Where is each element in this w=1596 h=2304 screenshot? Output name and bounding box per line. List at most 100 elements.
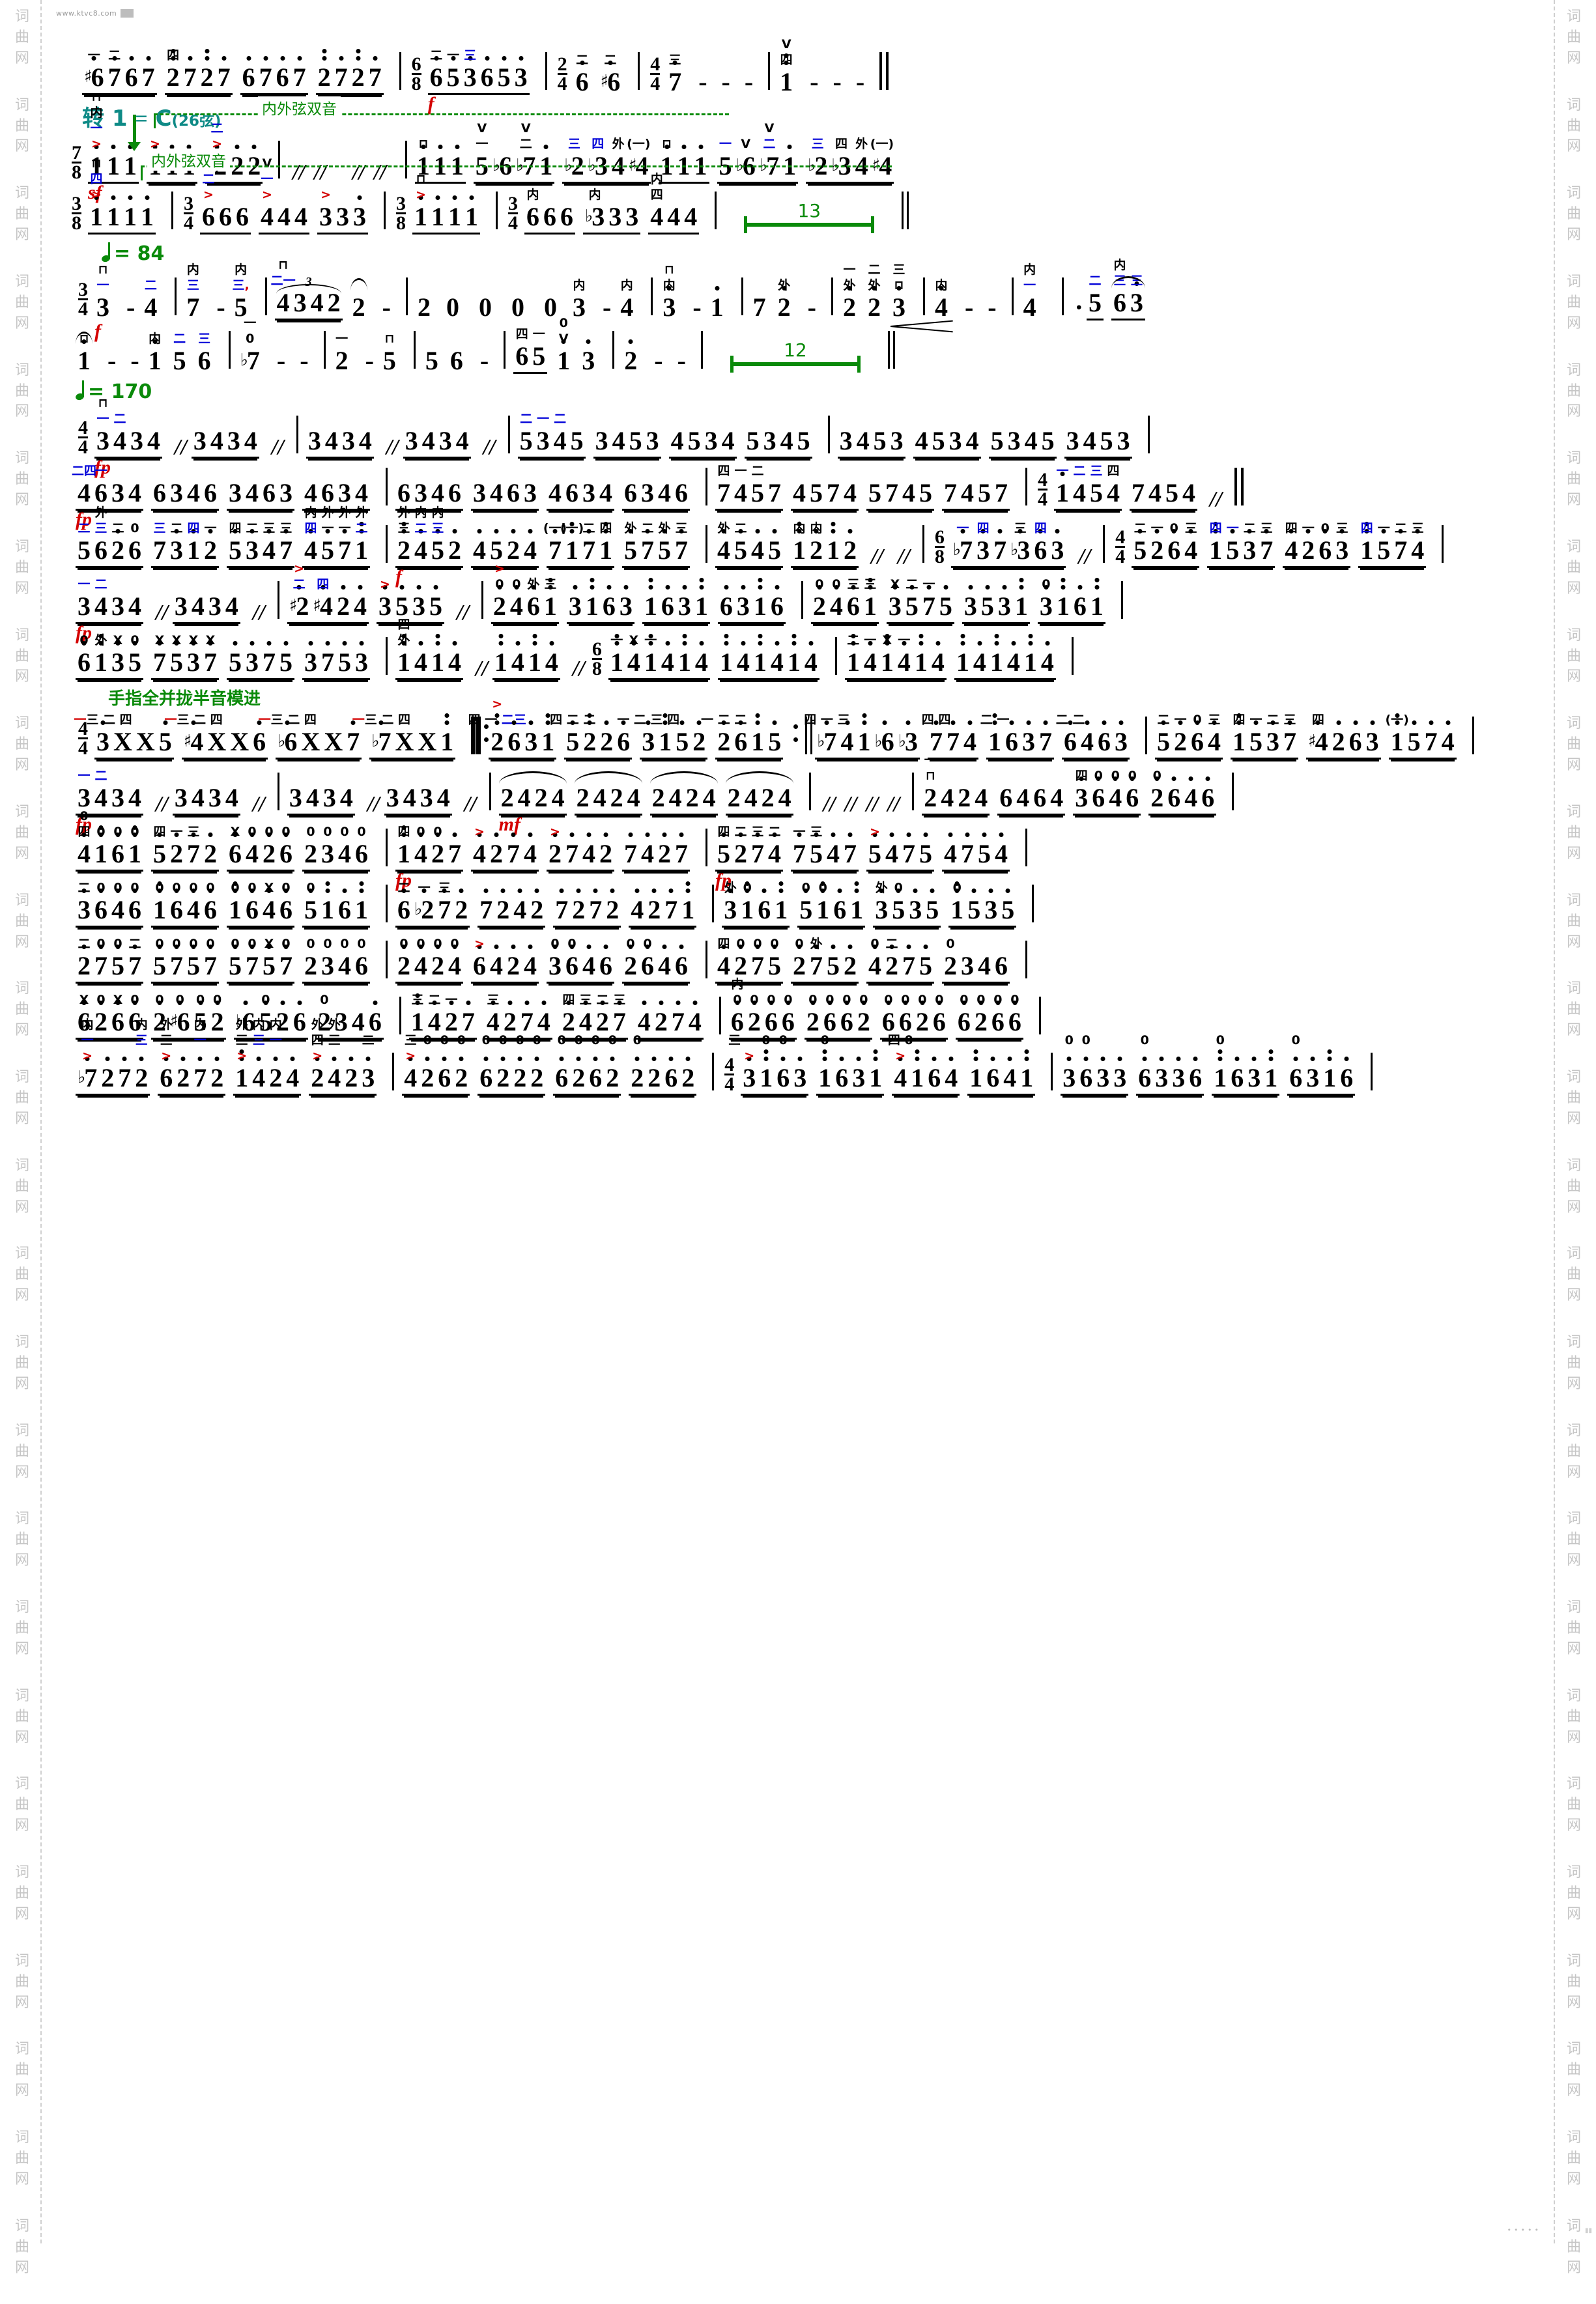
note[interactable]: 4 [1039, 649, 1056, 676]
note[interactable]: 4 [1050, 783, 1064, 812]
note-annotation[interactable]: 三 [411, 993, 424, 1007]
barline-single[interactable] [741, 277, 743, 315]
note[interactable]: 3 [1170, 1065, 1187, 1091]
duration-dash[interactable]: - [677, 346, 686, 375]
note-annotation[interactable]: 三 [263, 521, 276, 535]
note[interactable]: 4 [339, 783, 353, 812]
note-annotation[interactable]: 二 [428, 993, 441, 1007]
note[interactable]: 5 [873, 426, 887, 455]
note-annotation[interactable]: 0 [946, 937, 955, 951]
beam-group[interactable]: 1 四 4 0 2 0 7 fp [395, 826, 463, 891]
note[interactable]: 7 [673, 841, 690, 867]
note[interactable]: 1 [526, 649, 543, 676]
note[interactable]: 4 [128, 478, 141, 507]
note[interactable]: 4 [1182, 478, 1195, 507]
note[interactable]: 6 [367, 1009, 384, 1035]
accidental[interactable]: ♯ [170, 1012, 178, 1032]
note[interactable]: 6 [1165, 785, 1182, 811]
note[interactable]: 4 [902, 478, 915, 507]
note[interactable]: 4 [636, 1009, 653, 1035]
note[interactable]: 3 [996, 593, 1013, 619]
note-annotation[interactable]: 三 [1335, 521, 1348, 535]
note-annotation[interactable]: 三 [235, 1033, 248, 1047]
note-annotation[interactable]: 一 [1249, 713, 1262, 727]
beam-group[interactable]: 1 > 四 ⊓ 1 1 1 [88, 158, 156, 235]
note[interactable]: 1 [718, 649, 735, 676]
note[interactable]: 4 [629, 897, 646, 923]
note[interactable]: 6 [1033, 783, 1047, 812]
note[interactable]: 4 [488, 953, 505, 979]
note[interactable]: 7 [333, 64, 350, 91]
note[interactable]: 7 [959, 841, 976, 867]
note-annotation[interactable]: 二 [170, 521, 183, 535]
dynamic-mark[interactable]: f [395, 566, 402, 588]
note-annotation[interactable]: 0 [1320, 521, 1330, 535]
note-annotation[interactable]: 外 [810, 937, 823, 951]
note[interactable]: 4 [659, 649, 676, 676]
note-annotation[interactable]: 0 [495, 577, 504, 591]
note[interactable]: 3 [595, 426, 608, 455]
note-annotation[interactable]: 0 [894, 881, 903, 895]
note[interactable]: 5 [810, 478, 823, 507]
barline-single[interactable] [1145, 717, 1148, 754]
note[interactable]: 1 [954, 649, 971, 676]
note-annotation[interactable]: 一 [843, 263, 856, 277]
note[interactable]: 6 [718, 593, 735, 619]
time-sig-denominator[interactable]: 4 [1115, 546, 1126, 568]
note-annotation[interactable]: 一 [78, 577, 91, 591]
note[interactable]: 4 [1001, 1065, 1018, 1091]
barline-end[interactable] [1234, 468, 1237, 505]
note-annotation[interactable]: 0 [1010, 993, 1019, 1007]
note[interactable]: 7 [663, 897, 679, 923]
note-annotation[interactable]: > [380, 577, 390, 591]
note[interactable]: 2 [761, 783, 775, 812]
beam-group[interactable]: 6 > 三外 2 7 一内 2 [158, 1019, 226, 1096]
note-annotation[interactable]: ⊓ [664, 263, 674, 277]
note[interactable]: 2 [500, 783, 514, 812]
note[interactable]: 4 [769, 649, 786, 676]
note-annotation[interactable]: 0 [96, 825, 106, 839]
note-annotation[interactable]: X [205, 633, 216, 647]
note[interactable]: 1 > 一内 ⊓ [88, 91, 105, 179]
note-annotation[interactable]: 内 [90, 106, 103, 120]
note-annotation[interactable]: 0 [1140, 1033, 1149, 1047]
note[interactable]: ♯6 一 [82, 50, 106, 91]
note[interactable]: 3 [1111, 1065, 1128, 1091]
note-annotation[interactable]: 外 [355, 505, 368, 520]
note[interactable]: 4 [549, 478, 562, 507]
note-annotation[interactable]: 0 [206, 881, 215, 895]
